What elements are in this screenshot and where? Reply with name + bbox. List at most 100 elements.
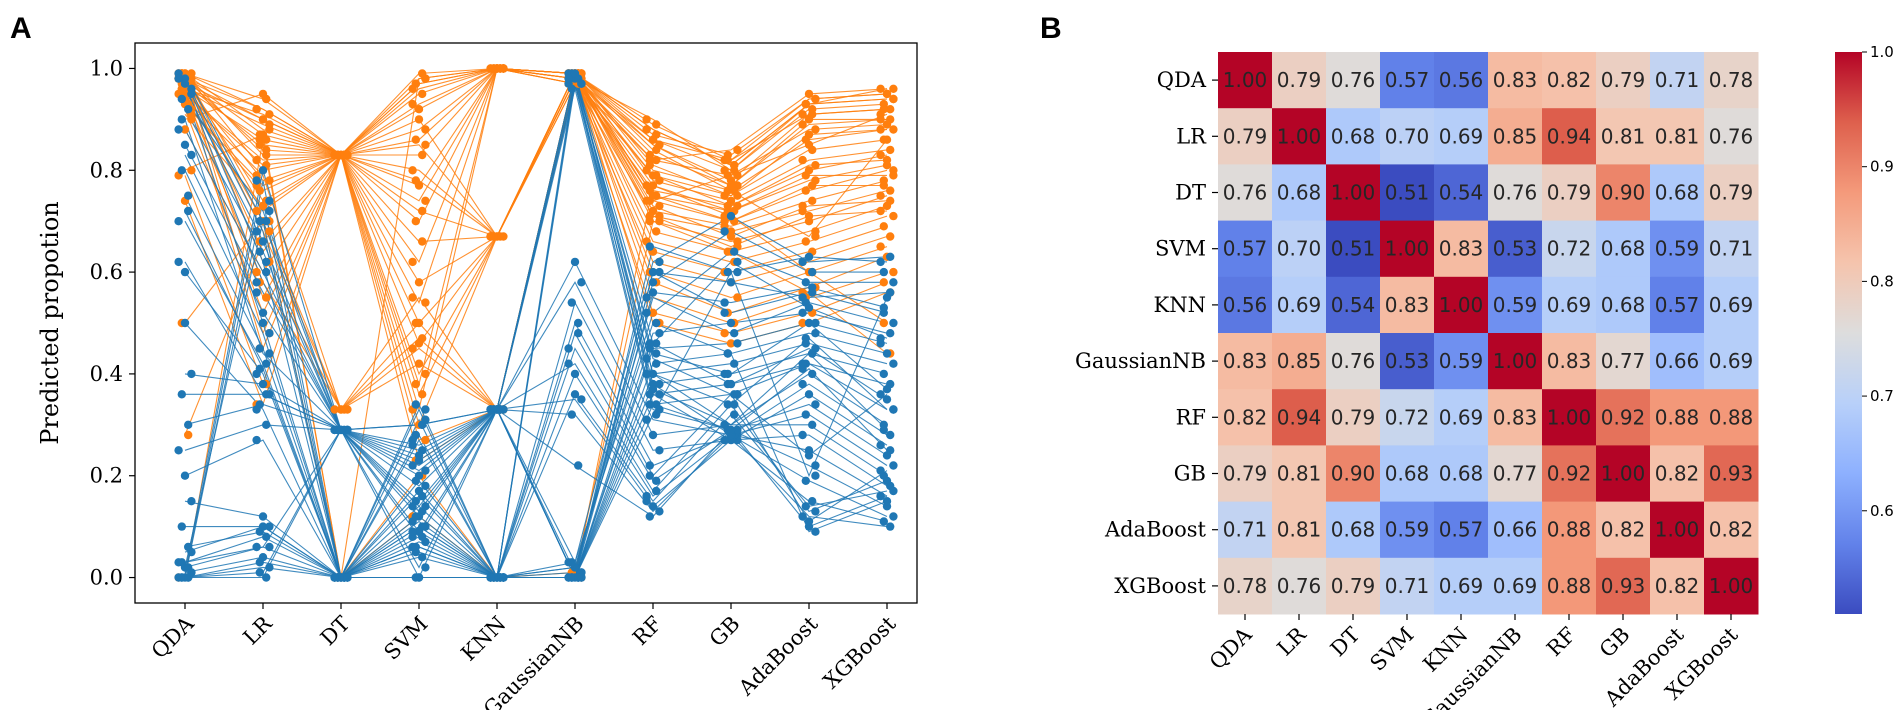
blue-point xyxy=(414,573,424,582)
cell-value-label: 1.00 xyxy=(1655,518,1700,542)
blue-point xyxy=(730,400,739,409)
cell-value-label: 0.79 xyxy=(1223,462,1268,486)
blue-point xyxy=(567,573,576,582)
blue-point xyxy=(421,415,430,424)
x-tick-label: DT xyxy=(316,612,355,651)
orange-point xyxy=(336,405,346,414)
heatmap-cell xyxy=(1434,333,1489,390)
blue-point xyxy=(808,369,817,379)
heatmap-cell xyxy=(1542,501,1597,559)
heatmap-cell xyxy=(1596,164,1651,222)
heatmap-cell xyxy=(1272,445,1327,503)
blue-point xyxy=(733,390,742,399)
cell-value-label: 0.83 xyxy=(1439,237,1484,261)
blue-point xyxy=(642,369,651,379)
correlation-heatmap: 1.00 0.79 0.76 0.57 0.56 0.83 0.82 0.79 0.71 0.78… xyxy=(1075,43,1894,710)
heatmap-cell xyxy=(1218,164,1273,222)
blue-point xyxy=(577,395,586,404)
heatmap-cell xyxy=(1596,108,1651,165)
orange-point xyxy=(879,181,888,190)
orange-point xyxy=(255,140,264,149)
blue-point xyxy=(265,329,274,338)
cell-value-label: 0.76 xyxy=(1709,124,1754,148)
blue-point xyxy=(733,267,742,277)
heatmap-cell xyxy=(1488,333,1543,390)
colorbar-tick-label: 0.7 xyxy=(1870,387,1894,405)
blue-point xyxy=(258,512,268,521)
blue-point xyxy=(876,257,885,267)
orange-point xyxy=(726,339,736,348)
blue-point xyxy=(642,308,651,317)
orange-point xyxy=(808,110,817,119)
cell-value-label: 0.82 xyxy=(1547,68,1592,92)
orange-point xyxy=(882,155,892,165)
orange-point xyxy=(648,308,658,317)
orange-point xyxy=(886,186,895,195)
cell-value-label: 0.83 xyxy=(1547,349,1592,373)
heatmap-cell xyxy=(1704,333,1759,390)
blue-point xyxy=(886,252,895,261)
orange-point xyxy=(262,135,271,144)
heatmap-cell xyxy=(1650,557,1705,615)
cell-value-label: 0.76 xyxy=(1331,349,1376,373)
heatmap-cell xyxy=(1380,445,1435,503)
heatmap-cell xyxy=(1488,501,1543,559)
cell-value-label: 1.00 xyxy=(1439,293,1484,317)
heatmap-col-label: GB xyxy=(1595,623,1635,663)
cell-value-label: 0.82 xyxy=(1655,574,1700,598)
blue-point xyxy=(720,420,729,429)
orange-point xyxy=(411,135,420,144)
blue-point xyxy=(889,486,898,496)
blue-point xyxy=(265,542,274,552)
blue-point xyxy=(882,497,892,506)
orange-point xyxy=(801,186,810,195)
orange-point xyxy=(648,135,658,144)
blue-point xyxy=(811,527,820,536)
blue-point xyxy=(567,298,576,307)
blue-point xyxy=(648,288,658,297)
blue-point xyxy=(652,318,661,328)
blue-line-10 xyxy=(184,220,888,579)
heatmap-cell xyxy=(1542,333,1597,390)
orange-line-10 xyxy=(184,67,888,212)
orange-point xyxy=(252,267,261,277)
heatmap-cell xyxy=(1380,276,1435,334)
blue-point xyxy=(876,334,885,343)
orange-point xyxy=(343,150,352,160)
blue-line-31 xyxy=(184,73,888,518)
orange-point xyxy=(262,150,271,160)
heatmap-cell xyxy=(1596,220,1651,278)
orange-point xyxy=(421,140,430,149)
cell-value-label: 1.00 xyxy=(1385,237,1430,261)
blue-point xyxy=(811,318,820,328)
blue-line-33 xyxy=(184,88,888,538)
orange-point xyxy=(801,237,810,246)
heatmap-cell xyxy=(1272,557,1327,615)
blue-point xyxy=(411,400,420,409)
blue-point xyxy=(567,84,576,94)
y-tick-label: 0.0 xyxy=(90,566,123,590)
blue-point xyxy=(804,517,814,526)
blue-point xyxy=(655,405,664,414)
blue-point xyxy=(882,395,892,404)
blue-point xyxy=(720,298,729,307)
heatmap-cell xyxy=(1704,389,1759,446)
orange-point xyxy=(876,125,885,134)
blue-point xyxy=(720,435,729,445)
cell-value-label: 0.79 xyxy=(1547,181,1592,205)
blue-point xyxy=(258,522,268,531)
cell-value-label: 0.93 xyxy=(1709,462,1754,486)
heatmap-cell xyxy=(1218,108,1273,165)
blue-point xyxy=(808,497,817,506)
heatmap-cell xyxy=(1218,52,1273,109)
blue-point xyxy=(798,364,807,373)
blue-point xyxy=(421,563,430,572)
blue-point xyxy=(265,349,274,358)
orange-point xyxy=(648,191,658,200)
blue-point xyxy=(180,318,190,328)
blue-point xyxy=(645,400,654,409)
blue-point xyxy=(889,512,898,521)
heatmap-cell xyxy=(1650,501,1705,559)
blue-point xyxy=(411,542,420,552)
